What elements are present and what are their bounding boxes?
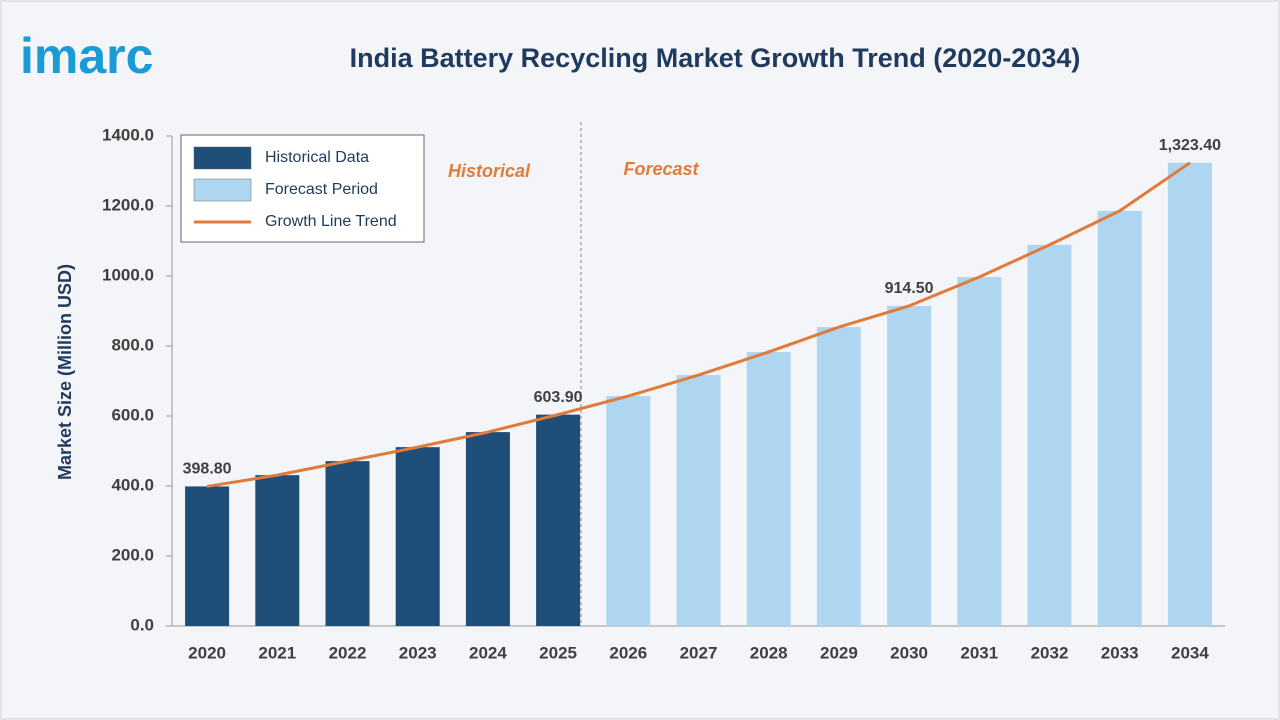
chart-title: India Battery Recycling Market Growth Tr… <box>350 43 1081 73</box>
x-tick-label: 2020 <box>188 643 226 662</box>
x-tick-label: 2032 <box>1031 643 1069 662</box>
y-tick-label: 1400.0 <box>102 125 154 144</box>
y-tick-label: 400.0 <box>111 475 154 494</box>
y-tick-label: 600.0 <box>111 405 154 424</box>
y-axis-label: Market Size (Million USD) <box>55 264 75 480</box>
x-tick-label: 2022 <box>329 643 367 662</box>
x-tick-label: 2033 <box>1101 643 1139 662</box>
bar <box>957 277 1002 626</box>
y-tick-label: 200.0 <box>111 545 154 564</box>
x-tick-label: 2028 <box>750 643 788 662</box>
y-tick-label: 800.0 <box>111 335 154 354</box>
bar <box>676 375 721 626</box>
legend-label: Growth Line Trend <box>265 213 397 230</box>
bar <box>606 396 651 626</box>
bar <box>887 305 932 626</box>
data-label: 603.90 <box>534 389 583 406</box>
x-tick-label: 2023 <box>399 643 437 662</box>
y-tick-label: 0.0 <box>130 615 154 634</box>
data-label: 398.80 <box>183 461 232 478</box>
bar <box>255 475 300 626</box>
x-tick-label: 2034 <box>1171 643 1209 662</box>
legend-swatch <box>193 146 252 170</box>
x-tick-label: 2027 <box>680 643 718 662</box>
bar <box>1097 210 1142 626</box>
x-tick-label: 2031 <box>960 643 998 662</box>
bar <box>465 432 510 626</box>
trend-line <box>206 161 1191 488</box>
bar <box>395 447 440 626</box>
y-tick-label: 1200.0 <box>102 195 154 214</box>
data-label: 1,323.40 <box>1159 137 1221 154</box>
bar <box>1027 244 1072 626</box>
bar <box>816 327 861 626</box>
bar <box>536 414 581 626</box>
bar <box>746 351 791 626</box>
x-tick-label: 2030 <box>890 643 928 662</box>
logo: imarc <box>20 28 153 84</box>
y-tick-label: 1000.0 <box>102 265 154 284</box>
bar <box>1167 162 1212 626</box>
bar <box>185 486 230 626</box>
data-label: 914.50 <box>885 280 934 297</box>
x-tick-label: 2021 <box>258 643 296 662</box>
annotation: Forecast <box>623 159 699 179</box>
x-tick-label: 2025 <box>539 643 577 662</box>
x-tick-label: 2026 <box>609 643 647 662</box>
legend-label: Historical Data <box>265 149 369 166</box>
x-tick-label: 2024 <box>469 643 507 662</box>
bar <box>325 461 370 626</box>
legend-label: Forecast Period <box>265 181 378 198</box>
x-tick-label: 2029 <box>820 643 858 662</box>
annotation: Historical <box>448 161 531 181</box>
legend-swatch <box>193 178 252 202</box>
